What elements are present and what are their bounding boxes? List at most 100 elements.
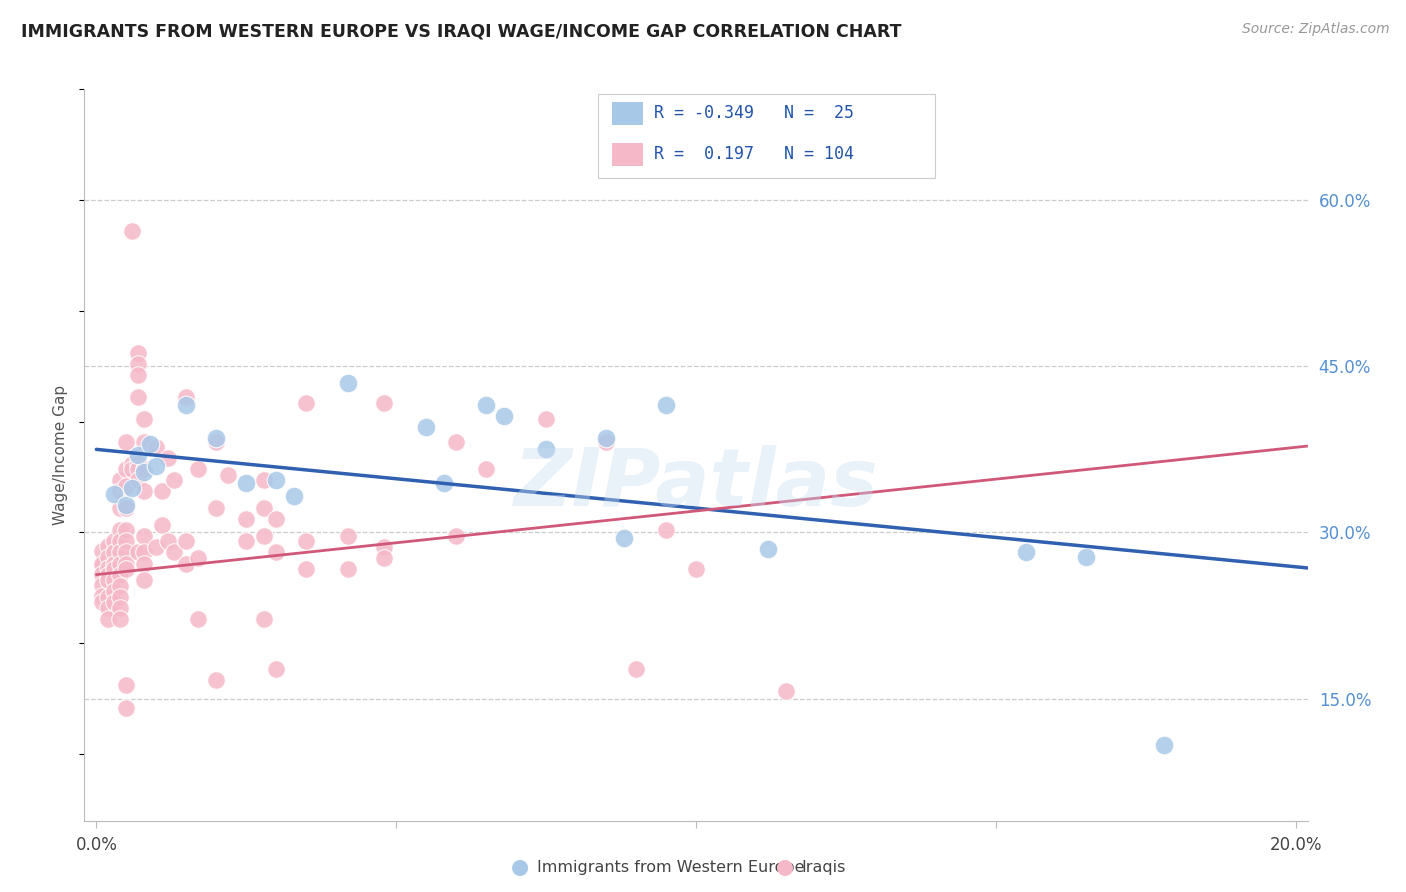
Point <box>103 486 125 500</box>
Point <box>110 474 132 488</box>
Point <box>595 434 617 449</box>
Point <box>264 474 287 488</box>
Text: Iraqis: Iraqis <box>801 860 846 874</box>
Point <box>91 558 114 573</box>
Point <box>253 501 276 516</box>
Point <box>145 458 167 473</box>
Point <box>444 434 467 449</box>
Point <box>97 600 120 615</box>
Point <box>127 545 149 559</box>
Point <box>1153 739 1175 753</box>
Point <box>121 462 143 476</box>
Point <box>121 481 143 495</box>
Point <box>295 534 318 549</box>
Point <box>115 678 138 692</box>
Point <box>373 540 395 554</box>
Point <box>205 673 228 687</box>
Point <box>534 412 557 426</box>
Point <box>115 557 138 571</box>
Point <box>110 501 132 516</box>
Point <box>91 589 114 603</box>
Point <box>205 501 228 516</box>
Point <box>655 398 678 412</box>
Point <box>145 540 167 554</box>
Point <box>115 434 138 449</box>
Text: Immigrants from Western Europe: Immigrants from Western Europe <box>537 860 804 874</box>
Point <box>295 396 318 410</box>
Point <box>217 467 239 482</box>
Point <box>494 409 516 424</box>
Point <box>115 562 138 576</box>
Point <box>127 368 149 383</box>
Point <box>264 662 287 676</box>
Point <box>91 570 114 584</box>
Point <box>295 562 318 576</box>
Point <box>91 544 114 558</box>
Point <box>97 567 120 582</box>
Point <box>115 545 138 559</box>
Point <box>115 462 138 476</box>
Point <box>91 595 114 609</box>
Text: ●: ● <box>776 857 793 877</box>
Point <box>337 562 360 576</box>
Point <box>174 398 197 412</box>
Point <box>157 451 180 466</box>
Point <box>110 484 132 499</box>
Point <box>235 512 257 526</box>
Point <box>103 534 125 549</box>
Point <box>145 440 167 454</box>
Point <box>163 545 186 559</box>
Point <box>444 529 467 543</box>
Text: R = -0.349   N =  25: R = -0.349 N = 25 <box>654 104 853 122</box>
Point <box>253 529 276 543</box>
Point <box>624 662 647 676</box>
Point <box>134 465 156 479</box>
Point <box>174 534 197 549</box>
Point <box>775 684 797 698</box>
Point <box>174 390 197 404</box>
Point <box>205 431 228 445</box>
Point <box>187 551 209 566</box>
Point <box>110 612 132 626</box>
Point <box>110 557 132 571</box>
Point <box>110 534 132 549</box>
Point <box>1074 549 1097 564</box>
Text: R =  0.197   N = 104: R = 0.197 N = 104 <box>654 145 853 163</box>
Point <box>127 357 149 371</box>
Y-axis label: Wage/Income Gap: Wage/Income Gap <box>53 384 69 525</box>
Point <box>756 542 779 557</box>
Point <box>127 474 149 488</box>
Point <box>134 545 156 559</box>
Point <box>1015 545 1038 559</box>
Point <box>134 484 156 499</box>
Point <box>97 549 120 564</box>
Point <box>127 448 149 462</box>
Point <box>613 531 636 545</box>
Point <box>283 489 305 503</box>
Point <box>110 523 132 537</box>
Point <box>655 523 678 537</box>
Point <box>115 479 138 493</box>
Point <box>685 562 707 576</box>
Point <box>134 557 156 571</box>
Point <box>415 420 437 434</box>
Point <box>103 562 125 576</box>
Point <box>373 551 395 566</box>
Point <box>134 462 156 476</box>
Text: IMMIGRANTS FROM WESTERN EUROPE VS IRAQI WAGE/INCOME GAP CORRELATION CHART: IMMIGRANTS FROM WESTERN EUROPE VS IRAQI … <box>21 22 901 40</box>
Point <box>235 475 257 490</box>
Point <box>150 517 173 532</box>
Point <box>205 434 228 449</box>
Point <box>264 512 287 526</box>
Point <box>91 557 114 571</box>
Point <box>110 567 132 582</box>
Point <box>127 346 149 360</box>
Point <box>595 431 617 445</box>
Point <box>110 600 132 615</box>
Point <box>187 612 209 626</box>
Point <box>264 545 287 559</box>
Point <box>174 557 197 571</box>
Point <box>187 462 209 476</box>
Point <box>127 457 149 471</box>
Point <box>115 498 138 512</box>
